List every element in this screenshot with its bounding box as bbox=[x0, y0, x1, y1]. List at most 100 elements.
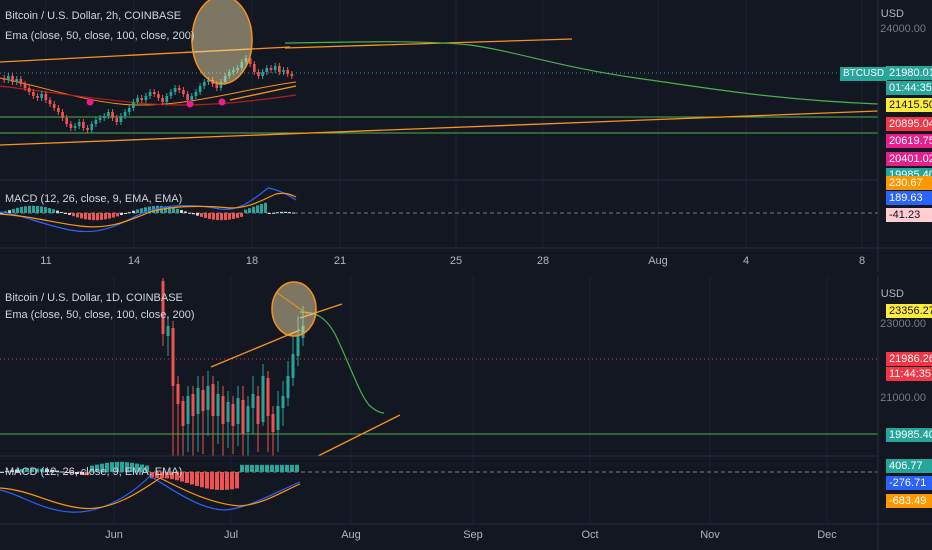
histogram-bar bbox=[180, 472, 184, 482]
histogram-bar bbox=[288, 212, 291, 214]
bottom-chart-pane[interactable]: Bitcoin / U.S. Dollar, 1D, COINBASE Ema … bbox=[0, 276, 932, 550]
trendline-upper[interactable] bbox=[0, 46, 291, 63]
candle-body bbox=[157, 94, 160, 98]
trendline-upper[interactable] bbox=[210, 329, 301, 368]
trendline-short[interactable] bbox=[229, 85, 297, 101]
candle-body bbox=[15, 79, 19, 82]
histogram-bar bbox=[75, 472, 79, 475]
price-tag: 189.63 bbox=[886, 191, 932, 205]
time-axis-label: Aug bbox=[648, 255, 668, 267]
histogram-bar bbox=[180, 210, 183, 213]
highlight-ellipse[interactable] bbox=[271, 281, 317, 337]
projection-curve[interactable] bbox=[284, 41, 879, 105]
candle-body bbox=[286, 376, 290, 398]
candle-body bbox=[236, 398, 240, 424]
top-price-level: 24000.00 bbox=[880, 23, 926, 35]
top-chart-canvas[interactable] bbox=[0, 0, 932, 272]
cross-marker[interactable] bbox=[218, 98, 226, 106]
candle-body bbox=[102, 116, 106, 118]
histogram-bar bbox=[176, 208, 179, 213]
histogram-bar bbox=[20, 468, 24, 472]
ellipse-line bbox=[275, 291, 311, 317]
price-tag: 21980.01 bbox=[886, 66, 932, 80]
trendline-lower[interactable] bbox=[0, 110, 879, 146]
histogram-bar bbox=[95, 464, 99, 472]
price-tag: 20619.75 bbox=[886, 134, 932, 148]
cross-marker[interactable] bbox=[186, 100, 194, 108]
top-ema-legend[interactable]: Ema (close, 50, close, 100, close, 200) bbox=[5, 30, 195, 42]
time-axis-label: 25 bbox=[449, 255, 463, 267]
trendline-lower[interactable] bbox=[317, 414, 401, 457]
histogram-bar bbox=[20, 206, 23, 213]
price-tag: -41.23 bbox=[886, 208, 932, 222]
histogram-bar bbox=[220, 213, 223, 221]
candle-body bbox=[90, 124, 94, 130]
candle-body bbox=[257, 72, 260, 76]
candle-body bbox=[301, 326, 305, 338]
histogram-bar bbox=[264, 202, 267, 213]
candle-body bbox=[166, 326, 170, 336]
candle-body bbox=[269, 68, 273, 70]
bottom-chart-canvas[interactable] bbox=[0, 276, 932, 550]
top-chart-pane[interactable]: Bitcoin / U.S. Dollar, 2h, COINBASE Ema … bbox=[0, 0, 932, 272]
signal-line bbox=[0, 192, 297, 228]
price-tag: 21986.26 bbox=[886, 352, 932, 366]
candle-body bbox=[171, 328, 175, 386]
histogram-bar bbox=[230, 472, 234, 490]
histogram-bar bbox=[165, 472, 169, 479]
candle-body bbox=[173, 88, 177, 92]
time-axis-label: 14 bbox=[127, 255, 141, 267]
candle-body bbox=[246, 406, 250, 432]
histogram-bar bbox=[52, 209, 55, 213]
highlight-ellipse[interactable] bbox=[191, 0, 253, 85]
candle-body bbox=[271, 414, 275, 432]
candle-body bbox=[251, 394, 255, 408]
histogram-bar bbox=[90, 465, 94, 472]
symbol-badge[interactable]: BTCUSD bbox=[840, 67, 888, 81]
candle-body bbox=[181, 401, 185, 426]
histogram-bar bbox=[120, 213, 123, 216]
histogram-bar bbox=[205, 472, 209, 489]
candle-body bbox=[215, 84, 219, 88]
trendline-projection[interactable] bbox=[299, 303, 343, 319]
histogram-bar bbox=[15, 469, 19, 472]
histogram-bar bbox=[240, 213, 243, 217]
histogram-bar bbox=[215, 472, 219, 490]
histogram-bar bbox=[0, 213, 3, 214]
candle-body bbox=[286, 70, 289, 74]
histogram-bar bbox=[280, 211, 283, 213]
histogram-bar bbox=[65, 472, 69, 473]
candle-body bbox=[98, 118, 102, 120]
candle-body bbox=[182, 90, 185, 94]
price-tag: 20401.02 bbox=[886, 152, 932, 166]
projection-curve[interactable] bbox=[299, 311, 385, 414]
candle-body bbox=[165, 96, 169, 102]
candle-body bbox=[227, 72, 231, 76]
price-tag: 230.67 bbox=[886, 176, 932, 190]
bottom-ema-legend[interactable]: Ema (close, 50, close, 100, close, 200) bbox=[5, 309, 195, 321]
histogram-bar bbox=[45, 469, 49, 472]
histogram-bar bbox=[270, 464, 274, 472]
histogram-bar bbox=[36, 205, 39, 213]
candle-body bbox=[190, 96, 194, 100]
candle-body bbox=[194, 92, 198, 96]
histogram-bar bbox=[64, 213, 67, 214]
histogram-bar bbox=[216, 213, 219, 221]
candle-body bbox=[136, 98, 139, 102]
candle-body bbox=[290, 74, 294, 76]
histogram-bar bbox=[108, 213, 111, 219]
histogram-bar bbox=[100, 463, 104, 472]
time-axis-label: Oct bbox=[581, 529, 599, 541]
candle-body bbox=[232, 70, 235, 72]
top-macd-legend[interactable]: MACD (12, 26, close, 9, EMA, EMA) bbox=[5, 193, 183, 205]
cross-marker[interactable] bbox=[86, 98, 94, 106]
trendline-projection[interactable] bbox=[284, 38, 573, 49]
histogram-bar bbox=[130, 462, 134, 472]
candle-body bbox=[206, 386, 210, 410]
bottom-macd-legend[interactable]: MACD (12, 26, close, 9, EMA, EMA) bbox=[5, 466, 183, 478]
candle-body bbox=[261, 376, 265, 422]
candle-body bbox=[11, 76, 14, 82]
histogram-bar bbox=[232, 213, 235, 219]
histogram-bar bbox=[40, 206, 43, 213]
candle-body bbox=[69, 124, 73, 128]
